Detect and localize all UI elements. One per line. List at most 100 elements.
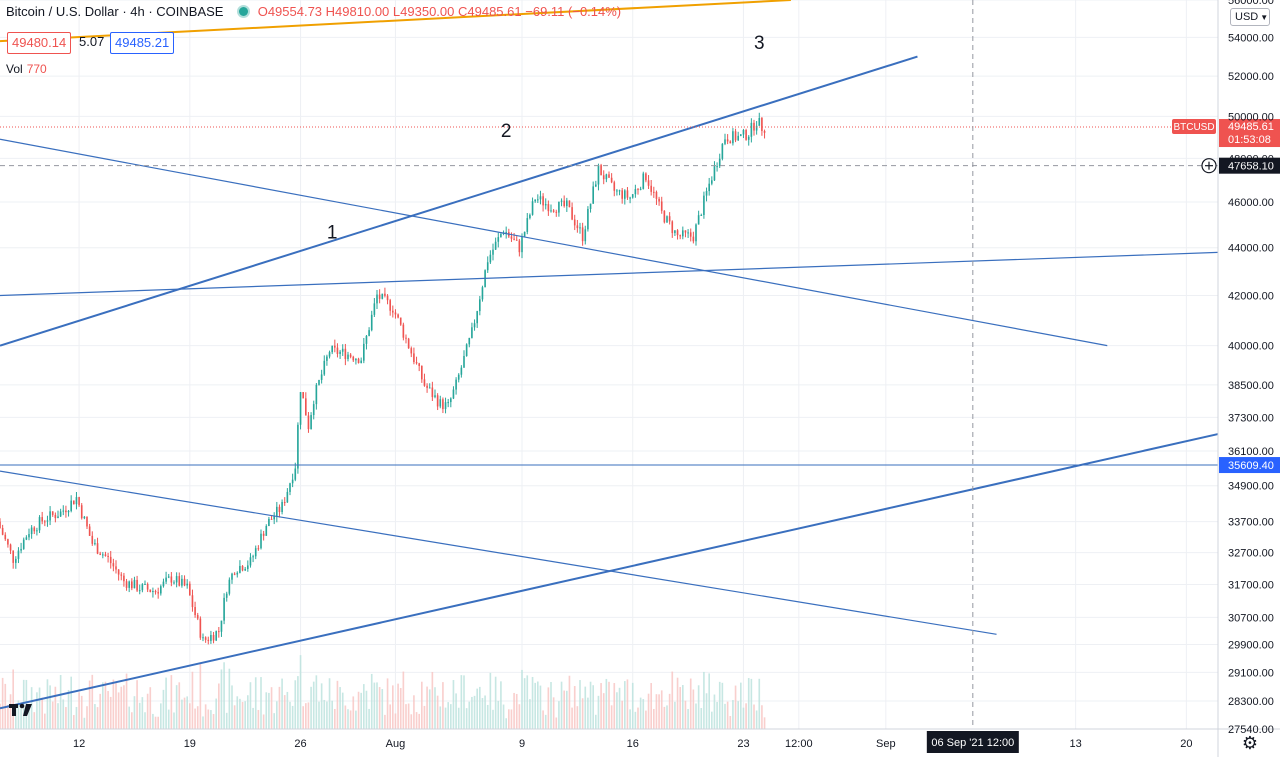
volume-bar [339,687,341,729]
volume-bar [233,705,236,729]
bid-price[interactable]: 49480.14 [7,32,72,54]
candle-body [650,185,652,192]
candle-body [305,398,307,416]
volume-bar [215,698,217,729]
volume-bar [355,710,357,729]
candle-body [629,197,631,199]
volume-bar [360,692,362,729]
symbol-title[interactable]: Bitcoin / U.S. Dollar · 4h · COINBASE [6,4,224,19]
volume-bar [674,701,676,729]
candle-body [542,196,544,206]
volume-bar [465,708,468,729]
candle-body [331,345,333,353]
volume-bar [223,662,225,729]
candle-body [729,141,732,144]
volume-bar [15,707,17,729]
ask-price[interactable]: 49485.21 [110,32,175,54]
candle-body [610,177,613,183]
market-status-icon [239,7,249,17]
volume-bar [75,706,78,729]
candle-body [15,558,17,563]
candle-body [539,196,542,200]
candle-body [734,131,737,141]
volume-bar [9,694,12,729]
candle-body [123,575,125,582]
price-tick-label: 42000.00 [1228,291,1274,303]
volume-bar [370,673,373,729]
candle-body [167,576,170,578]
volume-bar [455,693,457,729]
candle-body [281,502,283,513]
volume-bar [402,671,405,729]
volume-bar [96,707,99,729]
volume-bar [307,702,310,729]
volume-bar [278,686,281,729]
volume-bar [281,678,283,729]
volume-bar [428,689,431,729]
volume-bar [526,675,529,729]
last-price-tag-bg [1219,119,1280,148]
volume-bar [618,687,621,729]
volume-bar [392,685,394,729]
volume-bar [684,700,687,729]
volume-bar [758,678,761,729]
candle-body [658,198,660,202]
volume-bar [70,676,72,729]
volume-bar [62,699,65,729]
volume-bar [368,708,370,729]
volume-bar [444,707,447,729]
candle-body [323,360,326,375]
volume-bar [486,704,489,729]
gear-icon[interactable]: ⚙ [1241,733,1259,753]
time-tick-label: 12 [73,738,85,750]
wave-label-3: 3 [754,33,765,54]
candle-body [407,338,410,349]
candle-body [228,579,231,594]
volume-bar [286,691,289,729]
candle-body [381,293,384,299]
currency-select[interactable]: USD ▼ [1230,8,1270,26]
candle-body [399,317,402,325]
currency-value: USD [1235,11,1259,23]
open-value: O49554.73 [257,4,323,19]
volume-bar [22,679,25,729]
candle-body [600,165,602,176]
candle-body [613,182,616,191]
tradingview-logo-icon[interactable] [8,700,34,720]
last-price-tag: 49485.61 [1228,121,1274,133]
candle-body [125,581,128,588]
volume-bar [484,695,486,729]
volume-bar [94,704,96,729]
crosshair-time-tag: 06 Sep '21 12:00 [931,737,1014,749]
candle-body [695,224,697,242]
volume-legend[interactable]: Vol 770 [6,62,47,76]
candle-body [386,295,389,301]
candle-body [315,384,318,405]
volume-bar [363,684,365,729]
candle-body [9,544,12,551]
candle-body [144,583,146,585]
candle-body [128,581,130,588]
volume-bar [109,696,112,729]
candle-body [28,534,30,538]
candle-body [334,345,336,348]
volume-bar [631,682,634,729]
candle-body [450,398,452,403]
candle-body [270,518,273,520]
price-tick-label: 30700.00 [1228,612,1274,624]
candle-body [705,191,708,196]
candle-body [302,392,304,399]
volume-bar [579,680,581,729]
candle-body [173,582,175,584]
volume-bar [36,692,38,729]
candle-body [283,502,286,504]
candle-body [410,348,413,354]
candle-body [223,597,225,621]
volume-bar [407,703,410,729]
candle-body [576,225,579,229]
candle-body [563,200,565,207]
candle-body [523,231,526,237]
candle-body [436,395,439,407]
candle-body [86,516,88,527]
